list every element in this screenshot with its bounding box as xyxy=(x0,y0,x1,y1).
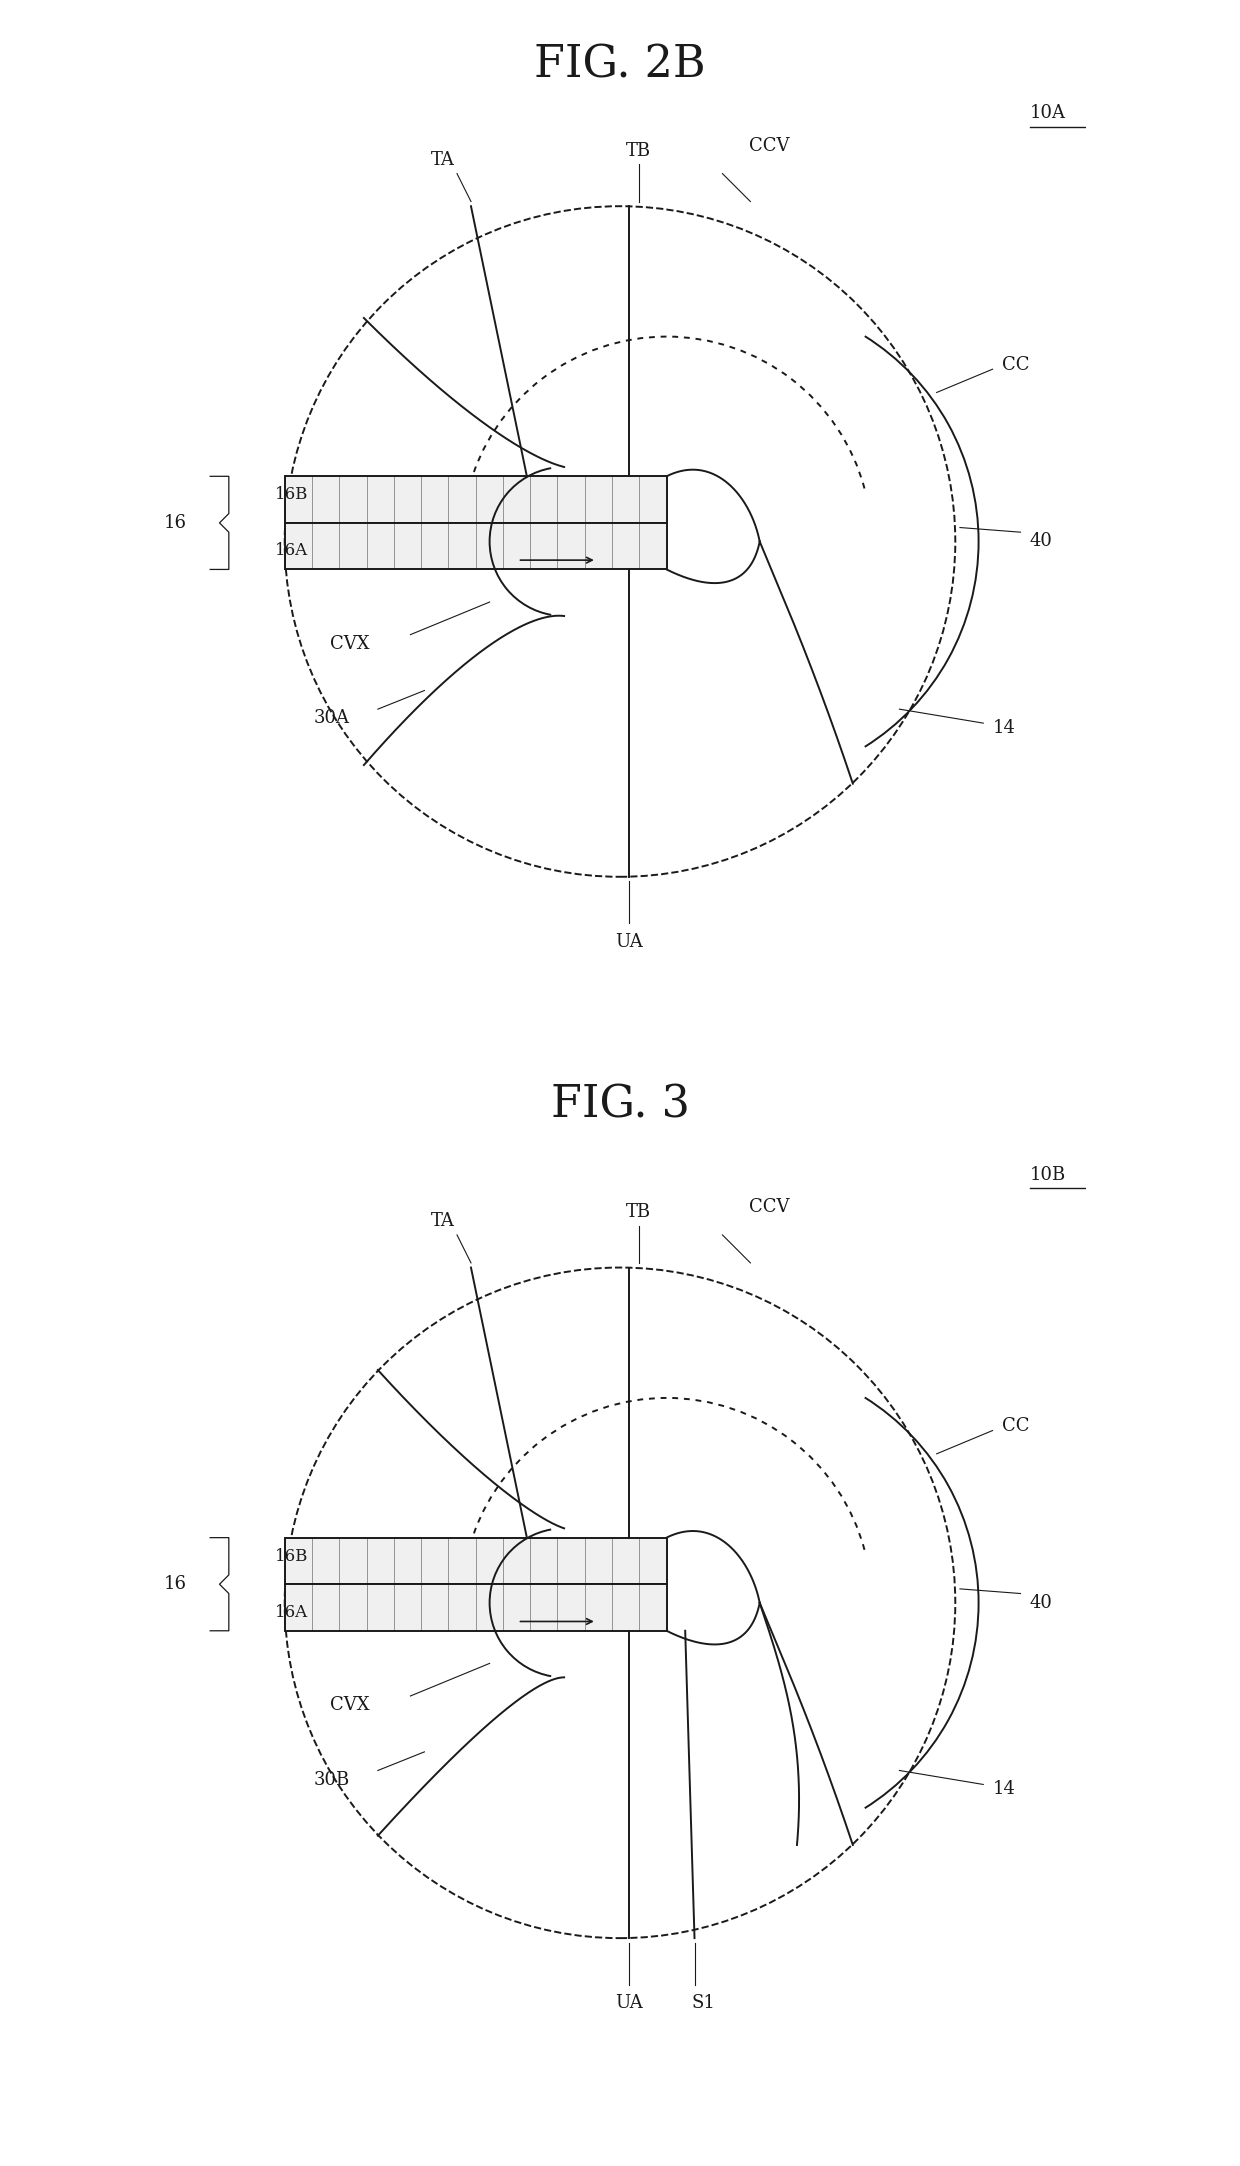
Text: FIG. 2B: FIG. 2B xyxy=(534,43,706,87)
Text: CCV: CCV xyxy=(749,1198,790,1217)
Text: 40: 40 xyxy=(1029,533,1053,550)
Bar xyxy=(285,1538,667,1583)
Text: TB: TB xyxy=(626,141,651,160)
Text: CVX: CVX xyxy=(330,1696,370,1713)
Text: 30B: 30B xyxy=(314,1772,350,1789)
Text: 16B: 16B xyxy=(275,487,309,503)
Text: CCV: CCV xyxy=(749,136,790,156)
Text: TA: TA xyxy=(432,152,455,169)
Text: 16: 16 xyxy=(164,513,187,533)
Text: 16A: 16A xyxy=(275,542,309,559)
Text: 16: 16 xyxy=(164,1575,187,1594)
Text: CVX: CVX xyxy=(330,635,370,652)
Bar xyxy=(285,522,667,570)
Text: FIG. 3: FIG. 3 xyxy=(551,1083,689,1126)
Text: UA: UA xyxy=(615,934,644,951)
Text: 14: 14 xyxy=(992,1780,1016,1798)
Text: 16A: 16A xyxy=(275,1603,309,1620)
Text: 40: 40 xyxy=(1029,1594,1053,1612)
Text: 14: 14 xyxy=(992,719,1016,736)
Text: S1: S1 xyxy=(692,1995,715,2012)
Text: 10A: 10A xyxy=(1029,104,1066,121)
Text: CC: CC xyxy=(1002,1417,1029,1434)
Bar xyxy=(285,477,667,522)
Bar xyxy=(285,1583,667,1631)
Text: TA: TA xyxy=(432,1213,455,1230)
Text: 16B: 16B xyxy=(275,1549,309,1564)
Text: UA: UA xyxy=(615,1995,644,2012)
Text: CC: CC xyxy=(1002,355,1029,373)
Text: TB: TB xyxy=(626,1202,651,1222)
Text: 10B: 10B xyxy=(1029,1165,1066,1183)
Text: 30A: 30A xyxy=(314,710,350,728)
